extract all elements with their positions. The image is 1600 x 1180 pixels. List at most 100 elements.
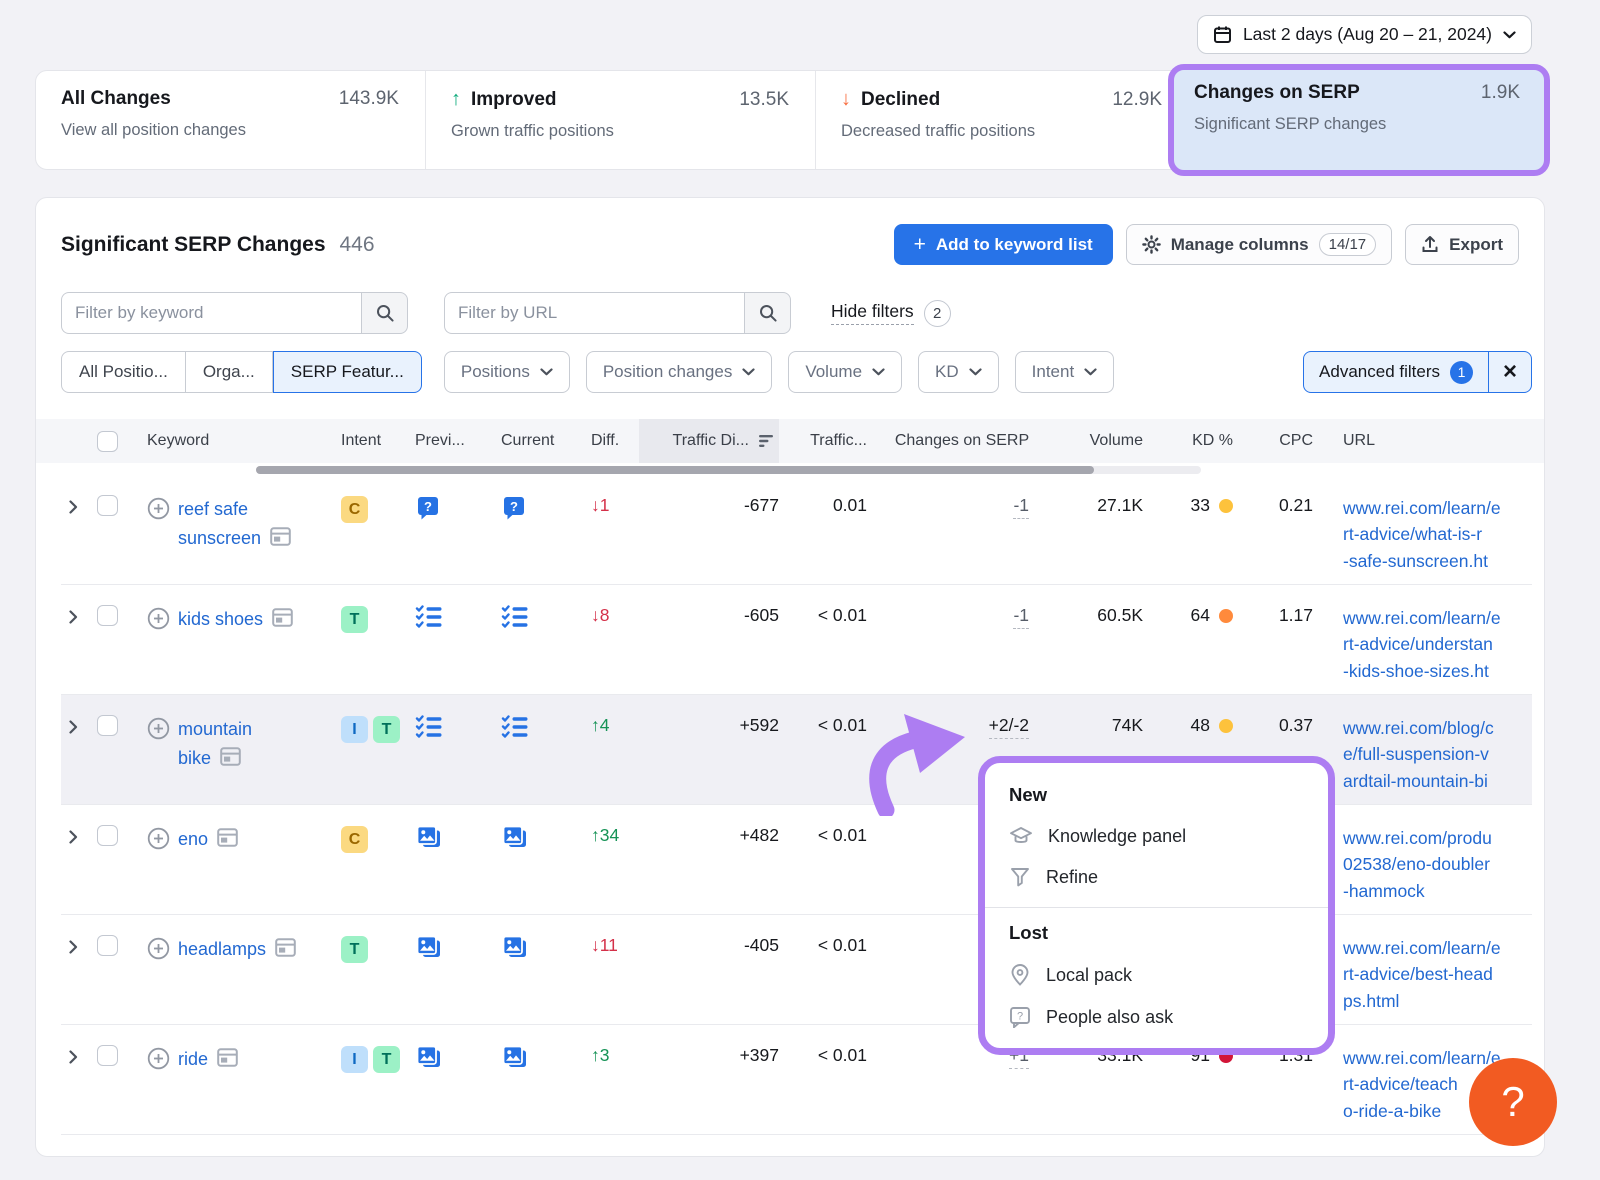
keyword-link[interactable]: ride	[178, 1045, 238, 1074]
segment-serp-featur[interactable]: SERP Featur...	[273, 351, 422, 393]
serp-changes-value[interactable]: -1	[1013, 495, 1029, 519]
url-search-button[interactable]	[744, 292, 791, 334]
featured-list-icon[interactable]	[501, 605, 575, 630]
add-to-keyword-list-button[interactable]: + Add to keyword list	[894, 224, 1113, 265]
row-checkbox[interactable]	[97, 825, 118, 846]
expand-row-chevron-icon[interactable]	[69, 500, 97, 514]
keyword-link[interactable]: kids shoes	[178, 605, 293, 634]
add-keyword-plus-icon[interactable]	[147, 827, 170, 854]
keyword-link[interactable]: eno	[178, 825, 238, 854]
column-header-changes-on-serp[interactable]: Changes on SERP	[867, 432, 1057, 450]
url-link[interactable]: www.rei.com/blog/c e/full-suspension-v a…	[1343, 715, 1532, 794]
url-link[interactable]: www.rei.com/produ 02538/eno-doubler -ham…	[1343, 825, 1532, 904]
people-also-ask-icon[interactable]: ?	[415, 495, 501, 521]
kd-cell: 33	[1151, 495, 1241, 516]
row-checkbox[interactable]	[97, 935, 118, 956]
add-keyword-plus-icon[interactable]	[147, 1047, 170, 1074]
advanced-filters-button[interactable]: Advanced filters 1	[1304, 352, 1488, 392]
date-range-selector[interactable]: Last 2 days (Aug 20 – 21, 2024)	[1197, 15, 1532, 54]
row-checkbox[interactable]	[97, 605, 118, 626]
segment-orga[interactable]: Orga...	[186, 351, 273, 393]
serp-changes-value[interactable]: -1	[1013, 605, 1029, 629]
popup-item-knowledge-panel[interactable]: Knowledge panel	[1009, 825, 1304, 847]
row-checkbox[interactable]	[97, 1045, 118, 1066]
column-header-traffic[interactable]: Traffic...	[779, 432, 867, 450]
segment-all-positio[interactable]: All Positio...	[61, 351, 186, 393]
popup-item-refine[interactable]: Refine	[1009, 866, 1304, 888]
popup-item-local-pack[interactable]: Local pack	[1009, 963, 1304, 987]
export-button[interactable]: Export	[1405, 224, 1519, 265]
filter-dropdown-intent[interactable]: Intent	[1015, 351, 1115, 393]
column-header-volume[interactable]: Volume	[1057, 432, 1151, 450]
url-link[interactable]: www.rei.com/learn/e rt-advice/what-is-r …	[1343, 495, 1532, 574]
kd-difficulty-dot	[1219, 609, 1233, 623]
manage-columns-button[interactable]: Manage columns 14/17	[1126, 224, 1392, 265]
help-button[interactable]: ?	[1469, 1058, 1557, 1146]
keyword-link[interactable]: reef safe sunscreen	[178, 495, 291, 553]
expand-row-chevron-icon[interactable]	[69, 610, 97, 624]
serp-preview-icon[interactable]	[217, 828, 238, 847]
add-keyword-plus-icon[interactable]	[147, 717, 170, 773]
clear-advanced-filters-button[interactable]: ×	[1488, 352, 1531, 392]
column-header-current[interactable]: Current	[501, 432, 575, 450]
expand-row-chevron-icon[interactable]	[69, 830, 97, 844]
position-diff: ↑34	[575, 825, 639, 846]
featured-list-icon[interactable]	[415, 715, 501, 740]
column-header-traffic-di[interactable]: Traffic Di...	[639, 419, 779, 463]
url-filter-input[interactable]	[444, 292, 744, 334]
featured-list-icon[interactable]	[415, 605, 501, 630]
add-keyword-plus-icon[interactable]	[147, 497, 170, 553]
image-pack-icon[interactable]	[415, 1045, 501, 1071]
expand-row-chevron-icon[interactable]	[69, 720, 97, 734]
featured-list-icon[interactable]	[501, 715, 575, 740]
column-header-cpc[interactable]: CPC	[1241, 432, 1315, 450]
image-pack-icon[interactable]	[501, 825, 575, 851]
select-all-checkbox[interactable]	[97, 431, 118, 452]
serp-preview-icon[interactable]	[220, 747, 241, 766]
column-header-previ[interactable]: Previ...	[415, 432, 501, 450]
column-header-kd[interactable]: KD %	[1151, 432, 1241, 450]
column-header-url[interactable]: URL	[1315, 432, 1532, 450]
column-header-keyword[interactable]: Keyword	[141, 432, 341, 450]
image-pack-icon[interactable]	[415, 935, 501, 961]
filter-dropdown-volume[interactable]: Volume	[788, 351, 902, 393]
filter-dropdown-positions[interactable]: Positions	[444, 351, 570, 393]
keyword-link[interactable]: headlamps	[178, 935, 296, 964]
filter-dropdown-kd[interactable]: KD	[918, 351, 999, 393]
filter-dropdown-position-changes[interactable]: Position changes	[586, 351, 772, 393]
traffic-value: 0.01	[779, 495, 867, 516]
image-pack-icon[interactable]	[415, 825, 501, 851]
url-link[interactable]: www.rei.com/learn/e rt-advice/best-head …	[1343, 935, 1532, 1014]
row-checkbox[interactable]	[97, 715, 118, 736]
keyword-filter-input[interactable]	[61, 292, 361, 334]
column-header-intent[interactable]: Intent	[341, 432, 415, 450]
card-improved[interactable]: ↑Improved 13.5K Grown traffic positions	[426, 71, 816, 169]
card-all-changes[interactable]: All Changes 143.9K View all position cha…	[36, 71, 426, 169]
image-pack-icon[interactable]	[501, 1045, 575, 1071]
image-pack-icon[interactable]	[501, 935, 575, 961]
calendar-icon	[1213, 25, 1232, 44]
card-declined[interactable]: ↓Declined 12.9K Decreased traffic positi…	[816, 71, 1188, 169]
serp-preview-icon[interactable]	[272, 608, 293, 627]
serp-preview-icon[interactable]	[217, 1048, 238, 1067]
add-keyword-plus-icon[interactable]	[147, 607, 170, 634]
card-changes-on-serp-highlighted[interactable]: Changes on SERP 1.9K Significant SERP ch…	[1168, 64, 1550, 176]
table-row: reef safe sunscreen C ? ? ↓1 -677 0.01 -…	[61, 475, 1532, 585]
scrollbar-thumb[interactable]	[256, 466, 1094, 474]
keyword-search-button[interactable]	[361, 292, 408, 334]
people-also-ask-icon[interactable]: ?	[501, 495, 575, 521]
serp-preview-icon[interactable]	[270, 527, 291, 546]
keyword-link[interactable]: mountain bike	[178, 715, 252, 773]
popup-item-people-also-ask[interactable]: ? People also ask	[1009, 1006, 1304, 1028]
hide-filters-link[interactable]: Hide filters 2	[831, 300, 951, 327]
kd-value: 48	[1191, 715, 1210, 736]
sort-descending-icon	[758, 434, 775, 448]
url-link[interactable]: www.rei.com/learn/e rt-advice/understan …	[1343, 605, 1532, 684]
add-keyword-plus-icon[interactable]	[147, 937, 170, 964]
expand-row-chevron-icon[interactable]	[69, 1050, 97, 1064]
row-checkbox[interactable]	[97, 495, 118, 516]
expand-row-chevron-icon[interactable]	[69, 940, 97, 954]
serp-preview-icon[interactable]	[275, 938, 296, 957]
serp-changes-value[interactable]: +2/-2	[989, 715, 1029, 739]
column-header-diff[interactable]: Diff.	[575, 432, 639, 450]
